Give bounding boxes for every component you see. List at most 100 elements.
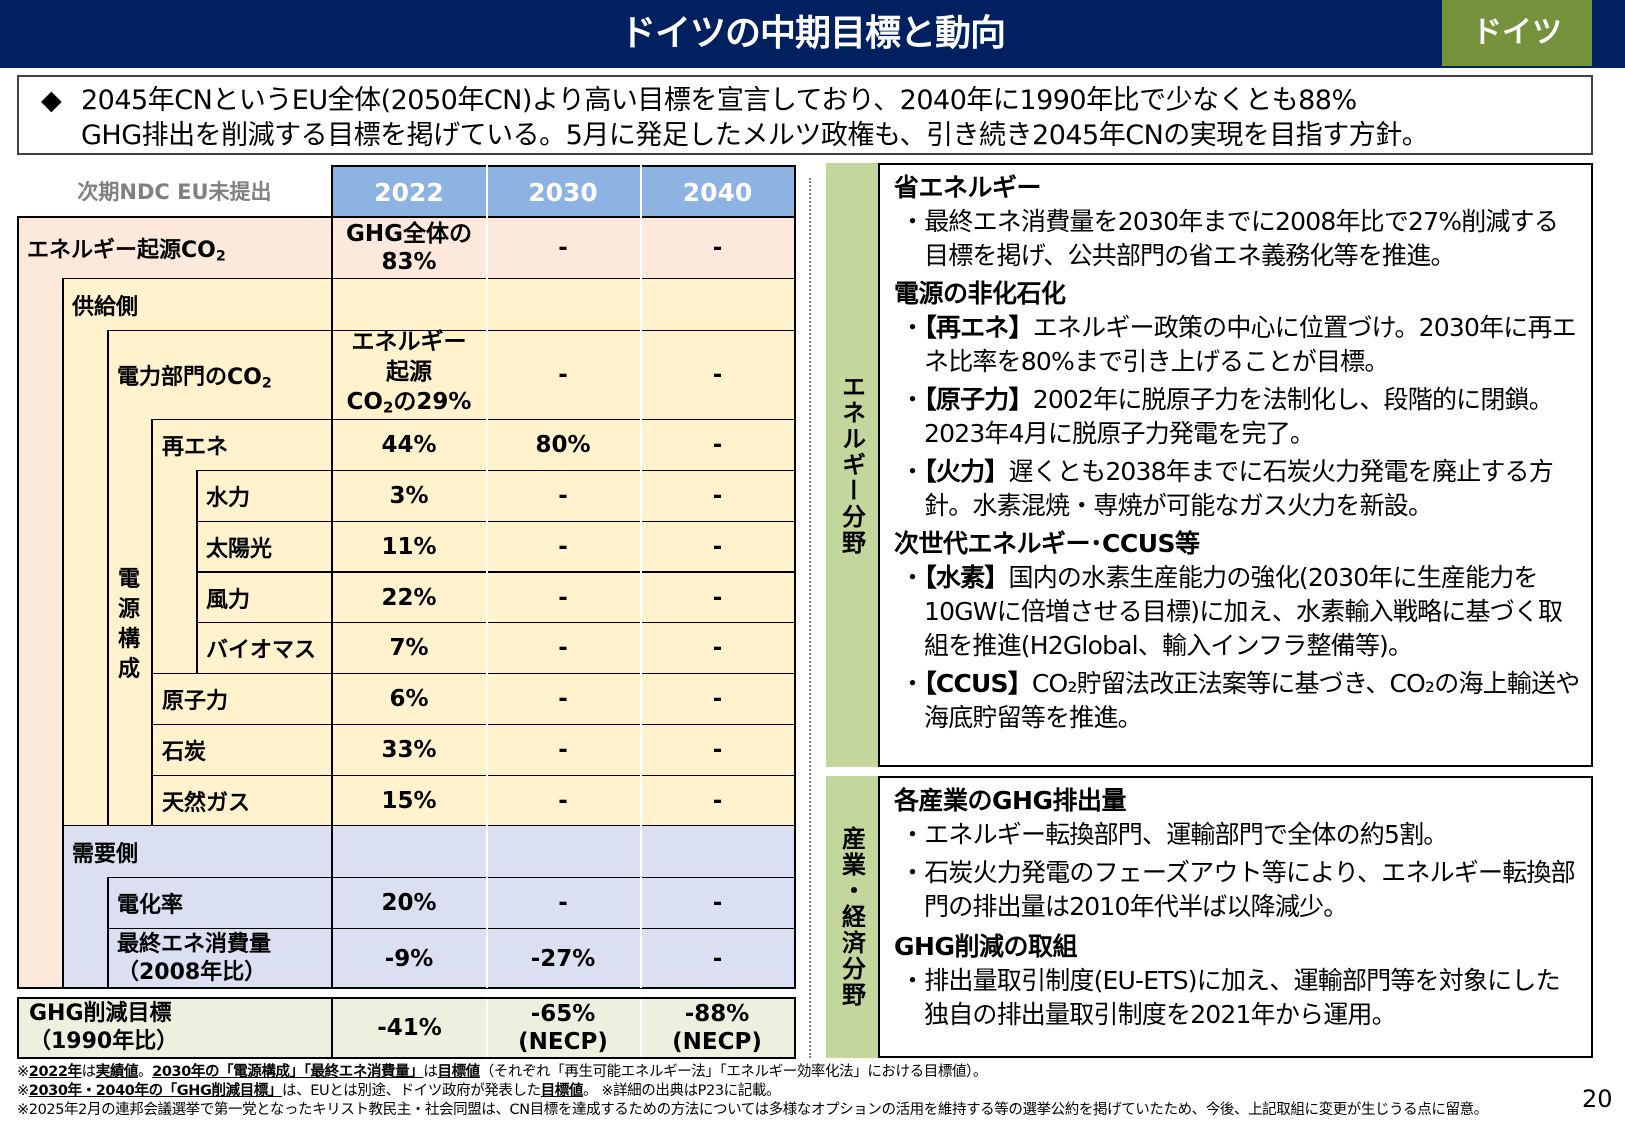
cell-power-co2-2040: - [640, 330, 795, 419]
thermal-item: ・【火力】遅くとも2038年までに石炭火力発電を廃止する方針。水素混焼・専焼が可… [900, 457, 1554, 520]
row-label-renewables: 再エネ [152, 419, 332, 470]
row-label-final-energy: 最終エネ消費量 （2008年比） [107, 928, 332, 988]
energy-panel: 省エネルギー ・最終エネ消費量を2030年までに2008年比で27%削減する目標… [878, 163, 1593, 767]
cell-hydro-2040: - [640, 470, 795, 521]
summary-line-2: GHG排出を削減する目標を掲げている。5月に発足したメルツ政権も、引き続き204… [81, 120, 1429, 151]
ghg-border [331, 997, 333, 1059]
year-header-2030: 2030 [486, 165, 640, 216]
cell-electrification-2030: - [486, 877, 640, 928]
year-header-2022: 2022 [332, 165, 486, 216]
row-label-biomass: バイオマス [196, 622, 332, 673]
cell-final-energy-2030: -27% [486, 928, 640, 988]
ghg-row-bg [17, 997, 796, 1059]
dotted-divider [809, 178, 811, 1058]
cell-coal-2022: 33% [332, 724, 486, 775]
cell-wind-2040: - [640, 571, 795, 622]
border-left [17, 216, 19, 988]
cell-solar-2040: - [640, 521, 795, 571]
cell-renewables-2022: 44% [332, 419, 486, 470]
footnotes: ※2022年は実績値。2030年の「電源構成」「最終エネ消費量」は目標値（それぞ… [17, 1063, 1488, 1120]
cell-wind-2022: 22% [332, 571, 486, 622]
cell-nuclear-2040: - [640, 673, 795, 724]
border-renew-sub [196, 470, 198, 673]
col-sep-2 [640, 165, 642, 988]
heading-energy-saving: 省エネルギー [894, 173, 1042, 202]
cell-energy-co2-2040: - [640, 216, 795, 278]
cell-solar-2030: - [486, 521, 640, 571]
cell-biomass-2022: 7% [332, 622, 486, 673]
cell-gas-2030: - [486, 775, 640, 825]
cell-gas-2022: 15% [332, 775, 486, 825]
border-supply-demand [62, 278, 64, 988]
ghg-reduction-item: ・排出量取引制度(EU-ETS)に加え、運輸部門等を対象にした独自の排出量取引制… [900, 966, 1561, 1029]
summary-box: ◆ 2045年CNというEU全体(2050年CN)より高い目標を宣言しており、20… [17, 75, 1593, 155]
border-mix [151, 419, 153, 825]
footnote-1: ※2022年は実績値。2030年の「電源構成」「最終エネ消費量」は目標値（それぞ… [17, 1064, 987, 1080]
cell-coal-2040: - [640, 724, 795, 775]
row-label-supply: 供給側 [62, 278, 332, 330]
summary-line-1: ◆ 2045年CNというEU全体(2050年CN)より高い目標を宣言しており、20… [41, 83, 1591, 118]
supply-bg [62, 278, 795, 825]
cell-energy-co2-2030: - [486, 216, 640, 278]
row-label-coal: 石炭 [152, 724, 332, 775]
summary-text-1: 2045年CNというEU全体(2050年CN)より高い目標を宣言しており、204… [81, 85, 1357, 116]
cell-wind-2030: - [486, 571, 640, 622]
heading-decarbonize-power: 電源の非化石化 [894, 279, 1066, 308]
energy-saving-item: ・最終エネ消費量を2030年までに2008年比で27%削減する目標を掲げ、公共部… [900, 207, 1559, 270]
cell-electrification-2040: - [640, 877, 795, 928]
cell-supply-empty [332, 278, 795, 330]
border-bottom [17, 987, 796, 989]
row-label-electrification: 電化率 [107, 877, 332, 928]
cell-biomass-2030: - [486, 622, 640, 673]
heading-next-gen-energy: 次世代エネルギー･CCUS等 [894, 529, 1200, 558]
border-right [794, 165, 796, 988]
row-label-hydro: 水力 [196, 470, 332, 521]
hydrogen-item: ・【水素】国内の水素生産能力の強化(2030年に生産能力を10GWに倍増させる目… [900, 563, 1563, 660]
ghg-sep-1 [486, 999, 488, 1057]
cell-ghg-2022: -41% [377, 1015, 442, 1041]
row-label-power-co2: 電力部門のCO2 [107, 330, 332, 419]
cell-nuclear-2030: - [486, 673, 640, 724]
cell-demand-empty [332, 825, 795, 877]
row-label-energy-co2: エネルギー起源CO2 [17, 216, 332, 278]
heading-industry-ghg: 各産業のGHG排出量 [894, 786, 1126, 815]
header-bar [0, 0, 1625, 68]
footnote-2: ※2030年・2040年の「GHG削減目標」は、EUとは別途、ドイツ政府が発表し… [17, 1083, 781, 1099]
ccus-item: ・【CCUS】CO₂貯留法改正法案等に基づき、CO₂の海上輸送や海底貯留等を推進… [900, 669, 1580, 732]
row-label-wind: 風力 [196, 571, 332, 622]
cell-hydro-2030: - [486, 470, 640, 521]
industry-side-tab: 産業・経済分野 [826, 776, 878, 1058]
cell-renewables-2040: - [640, 419, 795, 470]
col-sep-1 [486, 165, 488, 988]
cell-nuclear-2022: 6% [332, 673, 486, 724]
cell-ghg-2030: -65% (NECP) [518, 1001, 608, 1055]
cell-power-co2-2022: エネルギー 起源 CO2の29% [332, 329, 486, 419]
row-label-solar: 太陽光 [196, 521, 332, 571]
renewables-item: ・【再エネ】エネルギー政策の中心に位置づけ。2030年に再エネ比率を80%まで引… [900, 313, 1577, 376]
cell-final-energy-2040: - [640, 928, 795, 988]
power-mix-vertical-label: 電源構成 [117, 567, 140, 682]
cell-final-energy-2022: -9% [332, 928, 486, 988]
country-tag: ドイツ [1442, 0, 1592, 66]
ndc-note: 次期NDC EU未提出 [77, 180, 272, 204]
energy-co2-values-bg [332, 216, 795, 278]
page-number: 20 [1582, 1085, 1613, 1113]
row-label-natural-gas: 天然ガス [152, 775, 332, 825]
ghg-sep-2 [640, 999, 642, 1057]
industry-ghg-item-1: ・エネルギー転換部門、運輸部門で全体の約5割。 [900, 820, 1448, 849]
cell-coal-2030: - [486, 724, 640, 775]
heading-ghg-reduction: GHG削減の取組 [894, 932, 1077, 961]
diamond-bullet-icon: ◆ [41, 85, 62, 116]
industry-panel: 各産業のGHG排出量 ・エネルギー転換部門、運輸部門で全体の約5割。 ・石炭火力… [878, 776, 1593, 1058]
page-title: ドイツの中期目標と動向 [619, 13, 1006, 54]
cell-ghg-2040: -88% (NECP) [672, 1001, 762, 1055]
demand-bg [62, 825, 795, 988]
year-header-2040: 2040 [640, 165, 795, 216]
row-label-nuclear: 原子力 [152, 673, 332, 724]
border-label-col [331, 165, 333, 988]
cell-gas-2040: - [640, 775, 795, 825]
cell-biomass-2040: - [640, 622, 795, 673]
cell-renewables-2030: 80% [486, 419, 640, 470]
industry-ghg-item-2: ・石炭火力発電のフェーズアウト等により、エネルギー転換部門の排出量は2010年代… [900, 858, 1576, 921]
cell-solar-2022: 11% [332, 521, 486, 571]
